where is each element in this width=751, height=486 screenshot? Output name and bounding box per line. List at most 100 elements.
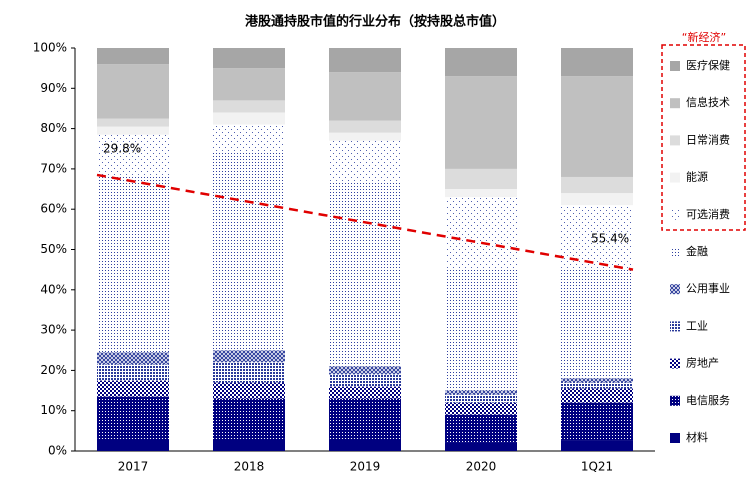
x-tick-label: 2018: [234, 460, 265, 474]
bar-segment: [445, 76, 517, 169]
bar-segment: [213, 112, 285, 125]
y-tick-label: 100%: [33, 41, 67, 55]
legend-label: 房地产: [686, 356, 719, 370]
legend-label: 日常消费: [686, 132, 730, 146]
bar-segment: [97, 118, 169, 127]
y-tick-label: 90%: [40, 81, 67, 95]
legend-label: 公用事业: [686, 282, 730, 295]
bar-segment: [561, 176, 633, 194]
bar-segment: [213, 68, 285, 101]
x-tick-label: 2020: [466, 460, 497, 474]
bar-segment: [213, 398, 285, 439]
legend-label: 工业: [686, 319, 708, 332]
trend-line: [96, 173, 634, 271]
legend-swatch: [670, 98, 680, 109]
bar-segment: [561, 440, 633, 451]
y-tick-label: 70%: [40, 161, 67, 175]
bar-segment: [561, 76, 633, 177]
bar-segment: [561, 388, 633, 403]
bar-segment: [213, 350, 285, 363]
legend-label: 能源: [686, 170, 708, 184]
x-tick-label: 2017: [118, 460, 149, 474]
bar-segment: [329, 140, 401, 181]
legend-group-label: “新经济”: [682, 30, 726, 44]
legend-swatch: [670, 395, 680, 406]
bar-segment: [445, 197, 517, 270]
bar-segment: [445, 402, 517, 415]
y-tick-label: 40%: [40, 282, 67, 296]
legend-swatch: [670, 61, 680, 71]
annotation: 55.4%: [591, 232, 629, 246]
legend-swatch: [670, 284, 680, 295]
bar-segment: [97, 380, 169, 397]
chart-title: 港股通持股市值的行业分布（按持股总市值）: [245, 14, 505, 30]
bar-segment: [97, 364, 169, 381]
legend-swatch: [670, 209, 680, 220]
bar-segment: [213, 152, 285, 351]
y-tick-label: 30%: [40, 323, 67, 337]
bar-segment: [97, 174, 169, 353]
y-tick-label: 50%: [40, 242, 67, 256]
legend-swatch: [670, 172, 680, 183]
bar-segment: [97, 64, 169, 119]
legend-label: 可选消费: [686, 207, 730, 221]
legend-label: 信息技术: [686, 95, 730, 109]
y-tick-label: 0%: [48, 444, 67, 458]
bar-segment: [329, 386, 401, 399]
bar-segment: [561, 269, 633, 379]
bar-segment: [445, 189, 517, 198]
bar-segment: [329, 180, 401, 367]
bar-segment: [445, 269, 517, 391]
x-tick-label: 2019: [350, 460, 381, 474]
bar-segment: [329, 132, 401, 141]
bar-segment: [561, 193, 633, 206]
bar-segment: [213, 100, 285, 113]
bar-segment: [97, 438, 169, 451]
legend-label: 医疗保健: [686, 58, 730, 72]
y-tick-label: 10%: [40, 403, 67, 417]
y-tick-label: 20%: [40, 363, 67, 377]
bar-segment: [97, 134, 169, 175]
bar-segment: [213, 48, 285, 69]
bar-segment: [213, 362, 285, 383]
bar-segment: [329, 398, 401, 439]
bar-segment: [97, 126, 169, 135]
legend-label: 材料: [686, 430, 708, 444]
bar-segment: [97, 352, 169, 365]
legend-swatch: [670, 247, 680, 257]
bar-segment: [213, 124, 285, 153]
bar-segment: [329, 374, 401, 387]
x-tick-label: 1Q21: [581, 460, 613, 474]
bar-segment: [97, 396, 169, 439]
legend-swatch: [670, 135, 680, 146]
y-tick-label: 60%: [40, 202, 67, 216]
bar-segment: [445, 168, 517, 190]
legend-label: 金融: [686, 244, 708, 258]
bar-segment: [561, 382, 633, 389]
bar-segment: [213, 438, 285, 451]
legend-swatch: [670, 358, 680, 369]
bar-segment: [329, 120, 401, 133]
bar-segment: [561, 48, 633, 77]
bar-segment: [445, 442, 517, 451]
bar-segment: [561, 402, 633, 441]
legend-group-box: [661, 44, 746, 231]
bar-segment: [445, 394, 517, 403]
bar-segment: [445, 48, 517, 77]
legend-swatch: [670, 433, 680, 443]
annotation: 29.8%: [103, 142, 141, 156]
bar-segment: [329, 366, 401, 375]
bar-segment: [445, 390, 517, 395]
legend-label: 电信服务: [686, 394, 730, 407]
legend-swatch: [670, 321, 680, 332]
bar-segment: [561, 378, 633, 383]
bar-segment: [329, 48, 401, 73]
bar-segment: [329, 438, 401, 451]
bar-segment: [213, 382, 285, 399]
bar-segment: [97, 48, 169, 65]
bar-segment: [445, 414, 517, 443]
bar-segment: [329, 72, 401, 121]
y-tick-label: 80%: [40, 121, 67, 135]
